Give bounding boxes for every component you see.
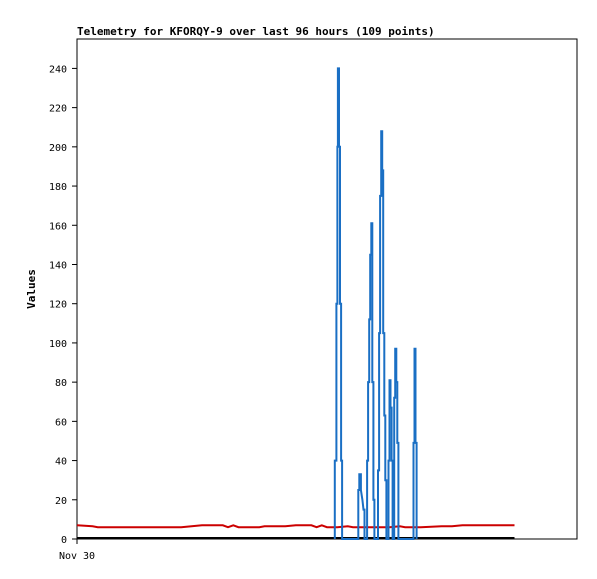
y-tick-label: 120 <box>49 300 67 311</box>
y-axis: 0 20 40 60 80 100 120 140 160 180 200 220 240 <box>49 64 77 546</box>
y-tick-label: 60 <box>55 417 67 428</box>
y-tick-label: 140 <box>49 260 67 271</box>
y-tick-label: 100 <box>49 339 67 350</box>
y-tick-label: 180 <box>49 182 67 193</box>
y-axis-label: Values <box>25 269 38 309</box>
plot-frame <box>76 38 578 540</box>
y-tick-label: 80 <box>55 378 67 389</box>
x-axis: Nov 30 <box>59 539 95 562</box>
series-line-2 <box>333 67 418 540</box>
series-layer <box>76 67 515 540</box>
series-line-0 <box>76 524 515 529</box>
y-tick-label: 240 <box>49 64 67 75</box>
y-tick-label: 220 <box>49 104 67 115</box>
x-tick-label: Nov 30 <box>59 551 95 562</box>
y-tick-label: 40 <box>55 457 67 468</box>
y-tick-label: 20 <box>55 496 67 507</box>
chart-title: Telemetry for KFORQY-9 over last 96 hour… <box>77 25 435 38</box>
y-tick-label: 160 <box>49 221 67 232</box>
y-tick-label: 0 <box>61 535 67 546</box>
y-tick-label: 200 <box>49 143 67 154</box>
